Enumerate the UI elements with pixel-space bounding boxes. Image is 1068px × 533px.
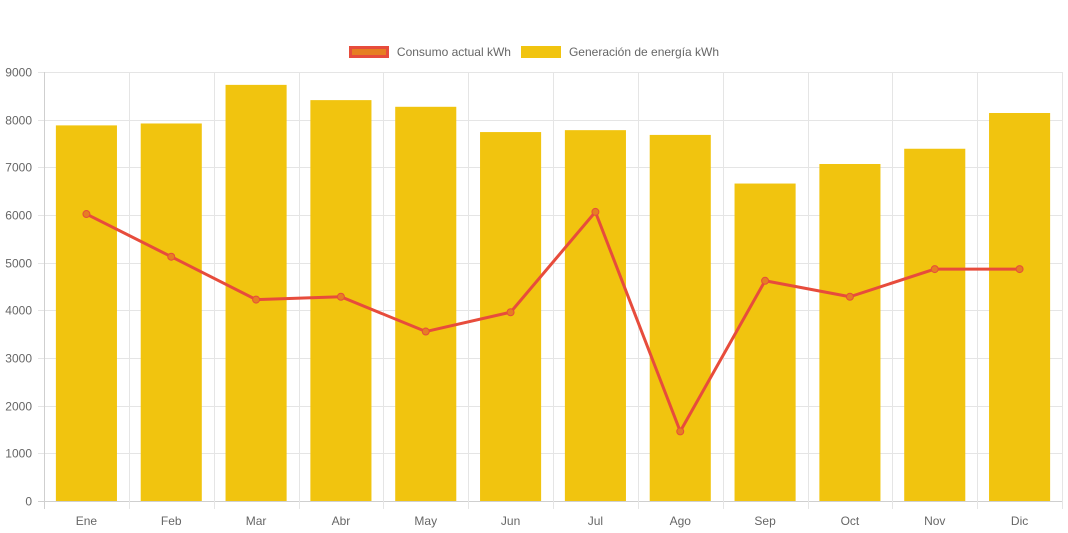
x-tick-label: Feb [161, 514, 182, 528]
bar-generacion [55, 125, 117, 502]
legend-label-generacion: Generación de energía kWh [568, 45, 720, 59]
legend-swatch-consumo [348, 46, 389, 58]
y-tick-label: 1000 [5, 447, 32, 461]
x-tick-label: Ago [670, 514, 692, 528]
y-tick-label: 8000 [5, 114, 32, 128]
point-consumo [845, 292, 854, 301]
y-tick-label: 9000 [5, 66, 32, 80]
y-tick-label: 4000 [5, 304, 32, 318]
y-tick-label: 3000 [5, 352, 32, 366]
x-tick-label: Mar [246, 514, 267, 528]
line-consumo [85, 210, 1020, 433]
x-tick-label: Dic [1011, 514, 1028, 528]
point-consumo [167, 252, 176, 261]
y-tick-label: 7000 [5, 161, 32, 175]
point-consumo [421, 327, 430, 336]
point-consumo [506, 308, 515, 317]
bar-generacion [140, 123, 202, 501]
point-consumo [761, 276, 770, 285]
point-consumo [591, 207, 600, 216]
legend-item-consumo[interactable]: Consumo actual kWh [348, 45, 511, 59]
line-series [82, 207, 1024, 436]
x-tick-label: Ene [76, 514, 98, 528]
point-consumo [1015, 265, 1024, 274]
y-tick-label: 0 [25, 495, 32, 509]
legend-swatch-generacion [520, 46, 561, 58]
bar-generacion [904, 148, 966, 501]
bar-generacion [819, 163, 881, 501]
y-axis-labels: 0 1000 2000 3000 4000 5000 6000 7000 8000 9000 [5, 66, 32, 509]
chart-legend: Consumo actual kWh Generación de energía… [0, 45, 1068, 59]
x-tick-label: Jun [501, 514, 520, 528]
point-consumo [252, 295, 261, 304]
legend-item-generacion[interactable]: Generación de energía kWh [520, 45, 720, 59]
y-tick-label: 6000 [5, 209, 32, 223]
bar-generacion [564, 130, 626, 502]
point-consumo [82, 210, 91, 219]
point-consumo [336, 292, 345, 301]
bar-generacion [225, 84, 287, 502]
x-tick-label: Nov [924, 514, 945, 528]
bar-generacion [649, 134, 711, 502]
x-tick-label: Jul [588, 514, 603, 528]
bar-generacion [395, 106, 457, 502]
x-tick-label: Oct [841, 514, 860, 528]
point-consumo [676, 427, 685, 436]
x-tick-label: Sep [754, 514, 776, 528]
legend-label-consumo: Consumo actual kWh [396, 45, 511, 59]
y-tick-label: 2000 [5, 400, 32, 414]
x-axis-labels: Ene Feb Mar Abr May Jun Jul Ago Sep Oct Nov Dic [76, 514, 1029, 528]
bar-generacion [734, 183, 796, 502]
y-tick-label: 5000 [5, 257, 32, 271]
bar-series [55, 84, 1051, 502]
point-consumo [930, 265, 939, 274]
x-tick-label: May [414, 514, 437, 528]
bar-generacion [989, 112, 1051, 501]
x-tick-label: Abr [332, 514, 351, 528]
